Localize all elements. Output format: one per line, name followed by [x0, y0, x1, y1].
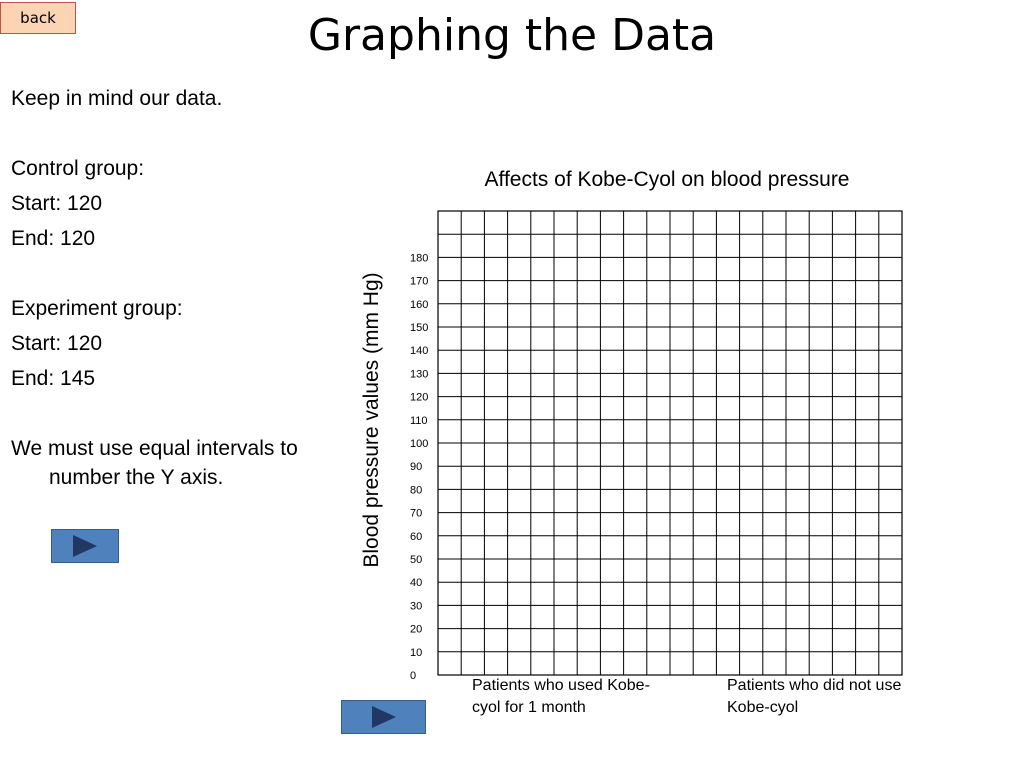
experiment-heading: Experiment group:: [11, 297, 183, 320]
y-tick-label: 40: [410, 577, 422, 589]
data-notes: Keep in mind our data. Control group: St…: [11, 84, 311, 492]
next-button[interactable]: [51, 529, 119, 563]
play-icon: [371, 706, 396, 728]
blank-graph-grid: 0 10 20 30 40 50 60 70 80 90 100 110 120 130 140 150 160…: [410, 210, 903, 680]
y-tick-label: 50: [410, 554, 422, 566]
intro-text: Keep in mind our data.: [11, 87, 223, 110]
y-tick-label: 110: [410, 415, 428, 427]
category-label-used: Patients who used Kobe-cyol for 1 month: [472, 677, 650, 716]
y-tick-label: 130: [410, 368, 428, 380]
back-button[interactable]: back: [0, 2, 76, 34]
play-icon: [73, 535, 97, 557]
y-tick-label: 160: [410, 299, 428, 311]
y-tick-label: 90: [410, 461, 422, 473]
y-tick-label: 170: [410, 276, 428, 288]
y-tick-label: 80: [410, 484, 422, 496]
y-tick-label: 20: [410, 624, 422, 636]
y-tick-label: 150: [410, 322, 428, 334]
next-slide-button[interactable]: [341, 700, 426, 734]
control-start: Start: 120: [11, 192, 103, 215]
y-tick-label: 10: [410, 647, 422, 659]
experiment-start: Start: 120: [11, 332, 103, 355]
y-tick-label: 0: [410, 670, 416, 680]
y-tick-label: 100: [410, 438, 428, 450]
y-tick-label: 60: [410, 531, 422, 543]
experiment-end: End: 145: [11, 367, 96, 390]
chart-title: Affects of Kobe-Cyol on blood pressure: [484, 168, 850, 191]
control-end: End: 120: [11, 227, 96, 250]
tip-text: We must use equal intervals to number th…: [11, 437, 298, 489]
y-tick-label: 140: [410, 345, 428, 357]
y-tick-label: 180: [410, 252, 428, 264]
control-heading: Control group:: [11, 157, 145, 180]
category-label-not-used: Patients who did not use Kobe-cyol: [727, 677, 902, 716]
y-tick-label: 30: [410, 600, 422, 612]
y-axis-label: Blood pressure values (mm Hg): [360, 272, 383, 568]
y-tick-label: 120: [410, 392, 428, 404]
y-tick-label: 70: [410, 508, 422, 520]
page-title: Graphing the Data: [307, 10, 717, 61]
